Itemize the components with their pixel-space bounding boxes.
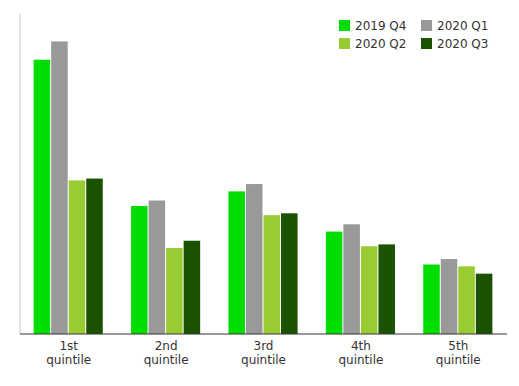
x-tick-label-line: quintile bbox=[338, 353, 383, 367]
x-tick-label: 2ndquintile bbox=[144, 339, 189, 367]
x-tick-label: 1stquintile bbox=[46, 339, 91, 367]
bar bbox=[264, 215, 281, 334]
x-tick-label-line: quintile bbox=[241, 353, 286, 367]
legend-swatch bbox=[421, 20, 432, 31]
x-tick-label-line: quintile bbox=[46, 353, 91, 367]
legend-swatch bbox=[421, 38, 432, 49]
bar bbox=[184, 241, 201, 334]
x-tick-label-line: 4th bbox=[351, 339, 371, 353]
bar bbox=[86, 179, 103, 334]
x-tick-label-line: 1st bbox=[59, 339, 78, 353]
bar bbox=[326, 232, 343, 334]
legend-label: 2019 Q4 bbox=[355, 19, 406, 33]
bar bbox=[246, 184, 263, 334]
y-axis-line bbox=[20, 14, 21, 334]
legend-label: 2020 Q2 bbox=[355, 37, 406, 51]
x-axis-line bbox=[20, 334, 507, 335]
bar bbox=[69, 180, 86, 334]
bar bbox=[343, 224, 360, 334]
bar bbox=[441, 259, 458, 334]
bar bbox=[281, 213, 298, 334]
bar bbox=[378, 244, 395, 334]
bar bbox=[228, 191, 245, 334]
bar bbox=[476, 274, 493, 334]
legend-swatch bbox=[339, 20, 350, 31]
legend-label: 2020 Q1 bbox=[437, 19, 488, 33]
x-tick-label: 4thquintile bbox=[338, 339, 383, 367]
chart-svg: 1stquintile2ndquintile3rdquintile4thquin… bbox=[0, 0, 519, 386]
chart-container: 1stquintile2ndquintile3rdquintile4thquin… bbox=[0, 0, 519, 386]
bar bbox=[51, 41, 68, 334]
x-tick-label-line: 3rd bbox=[254, 339, 274, 353]
bar bbox=[34, 60, 51, 334]
bars bbox=[34, 41, 493, 334]
bar bbox=[361, 246, 378, 334]
legend-label: 2020 Q3 bbox=[437, 37, 488, 51]
bar bbox=[166, 248, 183, 334]
x-tick-label: 3rdquintile bbox=[241, 339, 286, 367]
legend: 2019 Q4 2020 Q1 2020 Q2 2020 Q3 bbox=[339, 19, 488, 51]
bar bbox=[131, 206, 148, 334]
bar bbox=[423, 265, 440, 334]
x-tick-label-line: quintile bbox=[436, 353, 481, 367]
legend-swatch bbox=[339, 38, 350, 49]
bar bbox=[458, 266, 475, 334]
x-tick-label: 5thquintile bbox=[436, 339, 481, 367]
x-tick-label-line: 5th bbox=[448, 339, 468, 353]
x-tick-label-line: quintile bbox=[144, 353, 189, 367]
bar bbox=[149, 201, 166, 334]
x-tick-label-line: 2nd bbox=[155, 339, 178, 353]
